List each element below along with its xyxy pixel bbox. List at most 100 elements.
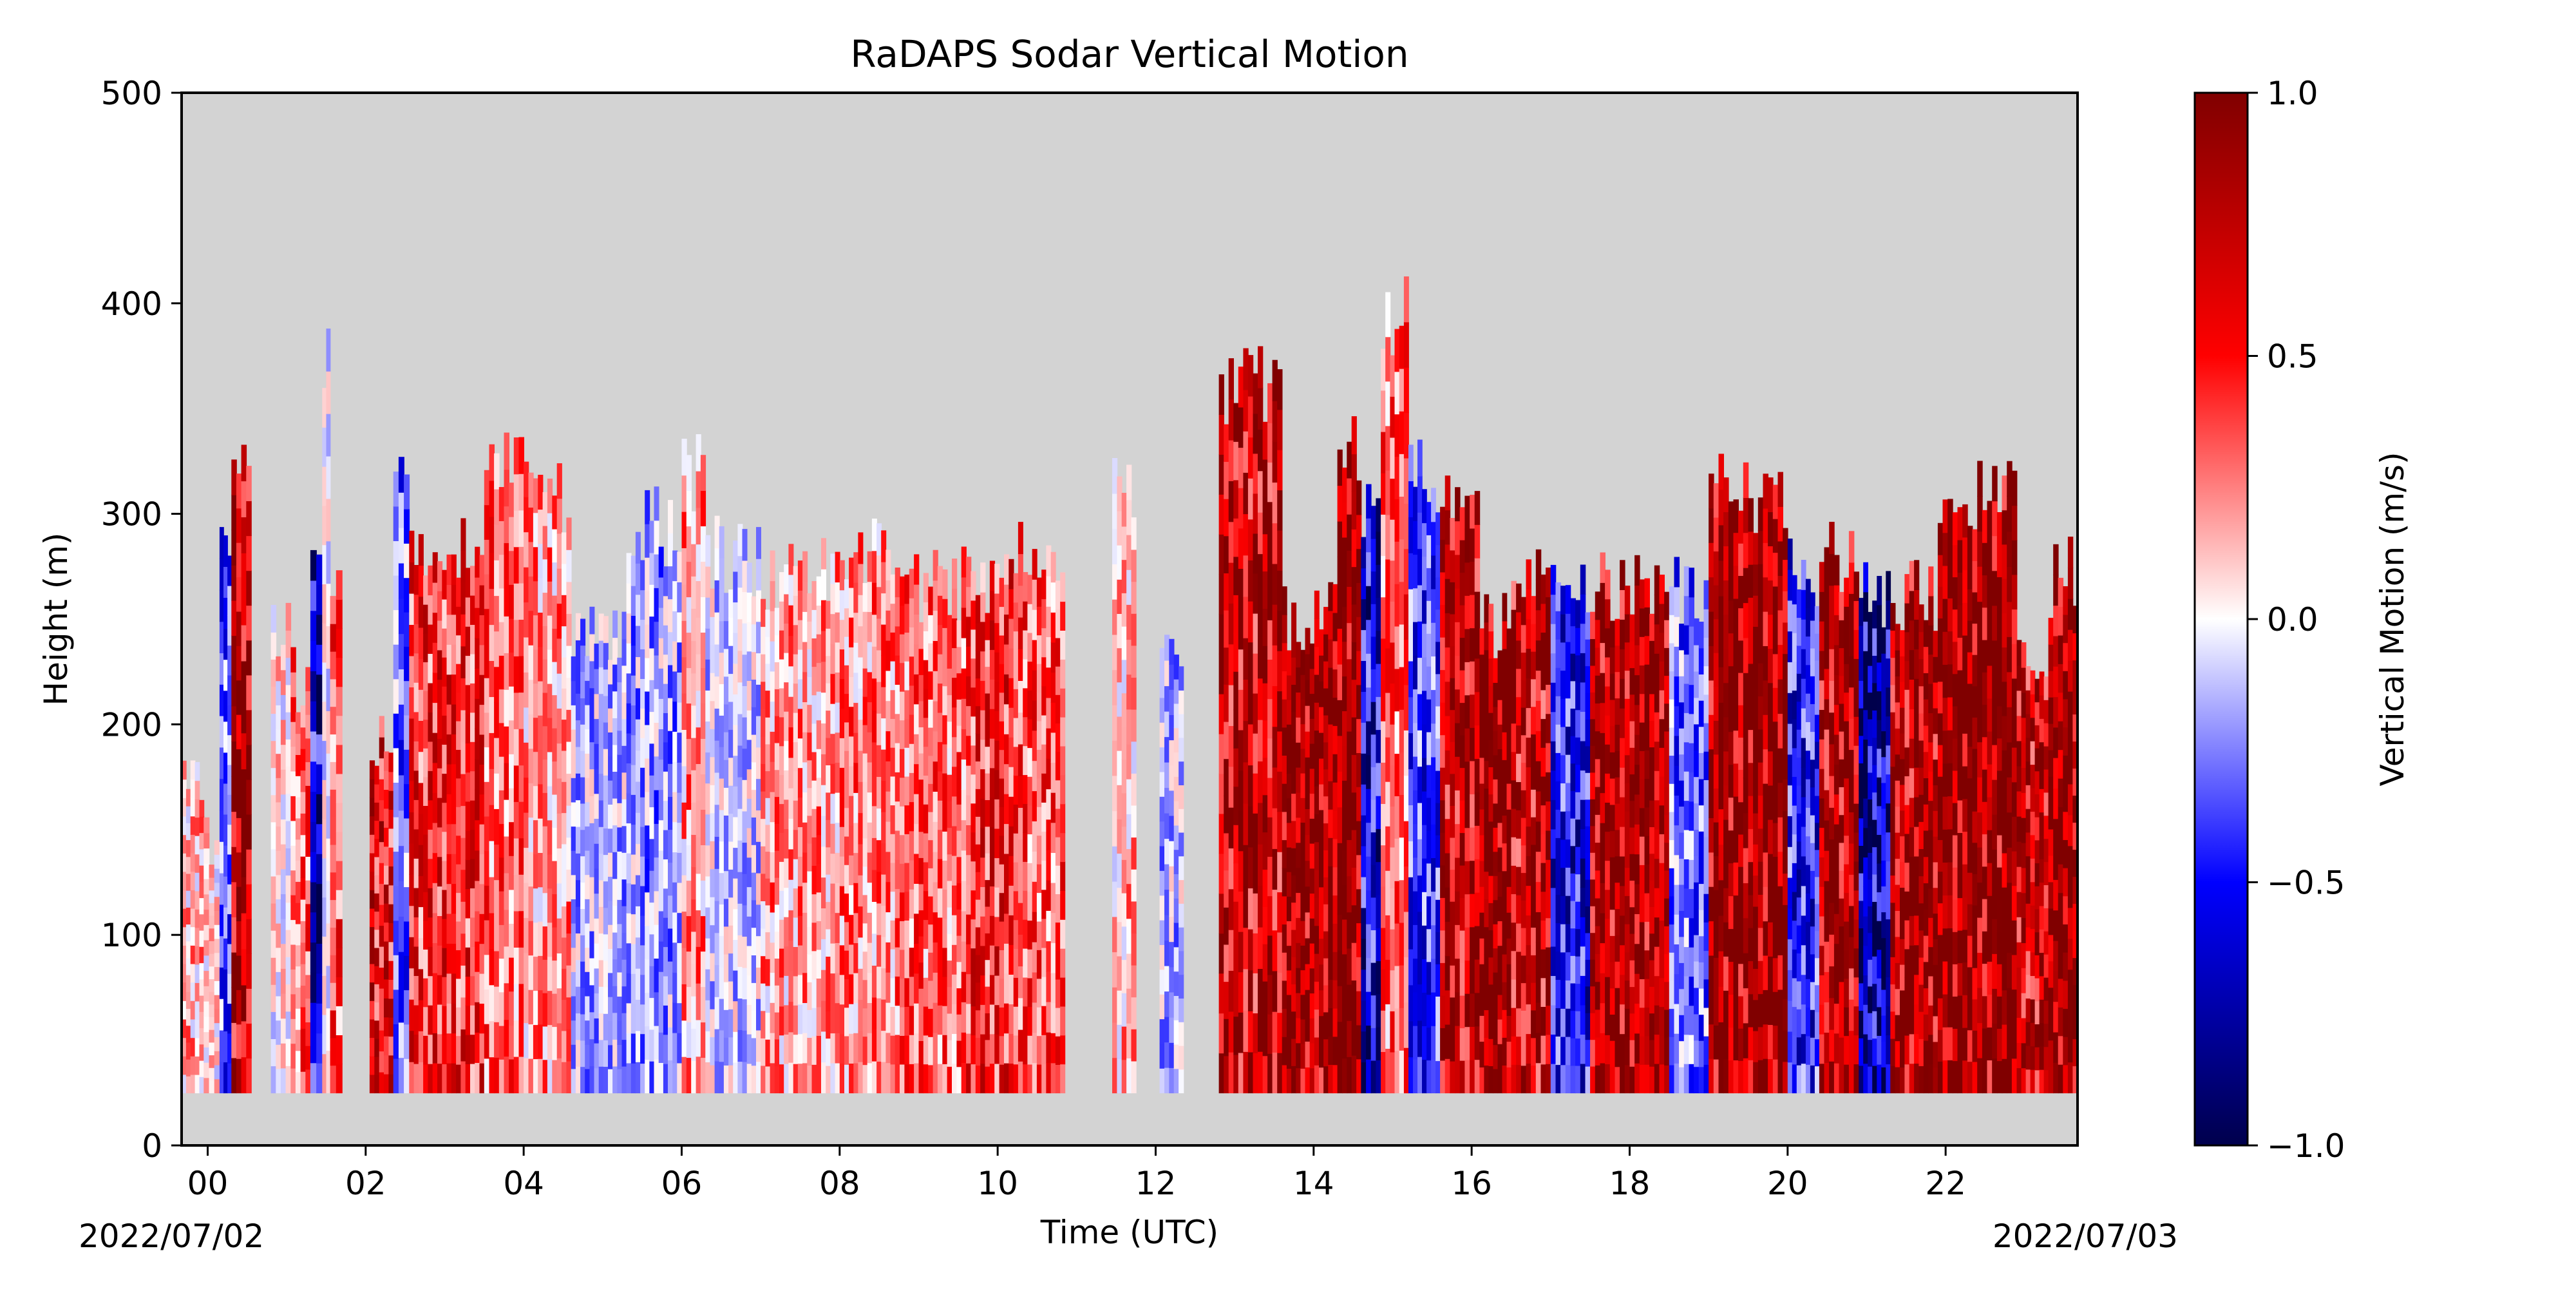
heatmap-cell [528, 782, 534, 818]
heatmap-cell [542, 1026, 548, 1060]
heatmap-cell [1305, 886, 1311, 913]
heatmap-cell [989, 797, 996, 828]
heatmap-cell [1018, 839, 1023, 872]
heatmap-cell [746, 798, 752, 828]
heatmap-cell [881, 874, 887, 906]
heatmap-cell [1224, 796, 1229, 834]
heatmap-cell [1413, 991, 1418, 1026]
heatmap-cell [1540, 805, 1546, 834]
heatmap-cell [1497, 724, 1503, 749]
heatmap-cell [330, 706, 337, 735]
heatmap-cell [1488, 604, 1494, 632]
heatmap-cell [451, 703, 457, 734]
heatmap-cell [594, 893, 600, 919]
heatmap-cell [952, 1033, 958, 1064]
heatmap-cell [1046, 667, 1052, 698]
heatmap-cell [384, 827, 390, 847]
heatmap-cell [1060, 890, 1066, 920]
heatmap-cell [876, 523, 882, 556]
heatmap-cell [1228, 358, 1234, 400]
heatmap-cell [971, 832, 976, 862]
heatmap-cell [1272, 889, 1278, 931]
heatmap-cell [1502, 815, 1508, 844]
heatmap-cell [608, 972, 613, 997]
heatmap-cell [290, 672, 296, 698]
heatmap-cell [830, 673, 836, 704]
heatmap-cell [1173, 727, 1179, 753]
heatmap-cell [672, 1032, 678, 1064]
heatmap-cell [460, 933, 466, 966]
heatmap-cell [316, 703, 323, 735]
heatmap-cell [663, 917, 668, 948]
heatmap-cell [1046, 727, 1052, 759]
heatmap-cell [797, 974, 803, 1005]
heatmap-cell [904, 862, 910, 892]
heatmap-cell [552, 993, 558, 1028]
heatmap-cell [630, 615, 636, 646]
heatmap-cell [999, 692, 1005, 722]
heatmap-cell [1615, 1066, 1620, 1094]
heatmap-cell [952, 618, 958, 649]
heatmap-cell [1243, 968, 1249, 1011]
heatmap-cell [1526, 1063, 1531, 1094]
heatmap-cell [1470, 1059, 1475, 1094]
heatmap-cell [326, 540, 331, 584]
heatmap-cell [336, 1064, 343, 1094]
heatmap-cell [956, 751, 962, 779]
heatmap-cell [952, 885, 958, 915]
heatmap-cell [442, 627, 448, 658]
heatmap-cell [1431, 1059, 1436, 1094]
heatmap-cell [528, 714, 534, 749]
heatmap-cell [1300, 798, 1306, 823]
heatmap-cell [742, 560, 748, 593]
heatmap-cell [236, 990, 242, 1025]
heatmap-cell [640, 678, 646, 709]
heatmap-cell [227, 794, 232, 825]
heatmap-cell [700, 632, 706, 668]
heatmap-cell [603, 722, 609, 749]
heatmap-cell [654, 722, 659, 757]
heatmap-cell [677, 822, 683, 853]
heatmap-cell [985, 852, 990, 881]
heatmap-cell [214, 1064, 220, 1080]
heatmap-cell [585, 704, 591, 730]
heatmap-cell [871, 710, 877, 743]
heatmap-cell [236, 646, 242, 681]
heatmap-cell [1347, 477, 1352, 515]
heatmap-cell [816, 1064, 822, 1094]
heatmap-cell [1585, 745, 1591, 773]
heatmap-cell [1351, 942, 1357, 980]
heatmap-cell [509, 516, 515, 551]
heatmap-cell [1624, 811, 1631, 840]
heatmap-cell [1550, 594, 1557, 624]
heatmap-cell [1422, 790, 1427, 825]
heatmap-cell [1337, 735, 1343, 772]
heatmap-cell [765, 985, 771, 1013]
heatmap-cell [1218, 613, 1224, 655]
heatmap-cell [1309, 643, 1315, 669]
heatmap-cell [1484, 982, 1490, 1011]
heatmap-cell [1595, 870, 1601, 899]
heatmap-cell [524, 917, 529, 953]
heatmap-cell [1565, 1008, 1571, 1037]
heatmap-cell [937, 712, 943, 742]
heatmap-cell [881, 1030, 887, 1062]
heatmap-cell [1526, 856, 1531, 886]
heatmap-cell [1390, 601, 1396, 643]
heatmap-cell [1164, 940, 1170, 966]
heatmap-cell [1159, 1018, 1165, 1044]
heatmap-cell [190, 982, 196, 1001]
heatmap-cell [190, 834, 196, 854]
heatmap-cell [1296, 741, 1302, 768]
heatmap-cell [393, 989, 399, 1024]
heatmap-cell [465, 976, 471, 1006]
heatmap-cell [1243, 679, 1249, 722]
heatmap-cell [1314, 1037, 1320, 1066]
heatmap-cell [498, 521, 505, 555]
heatmap-cell [1479, 860, 1485, 887]
heatmap-cell [1243, 886, 1249, 928]
heatmap-cell [918, 988, 924, 1015]
heatmap-cell [621, 745, 627, 773]
heatmap-cell [231, 952, 237, 988]
heatmap-cell [714, 804, 720, 837]
